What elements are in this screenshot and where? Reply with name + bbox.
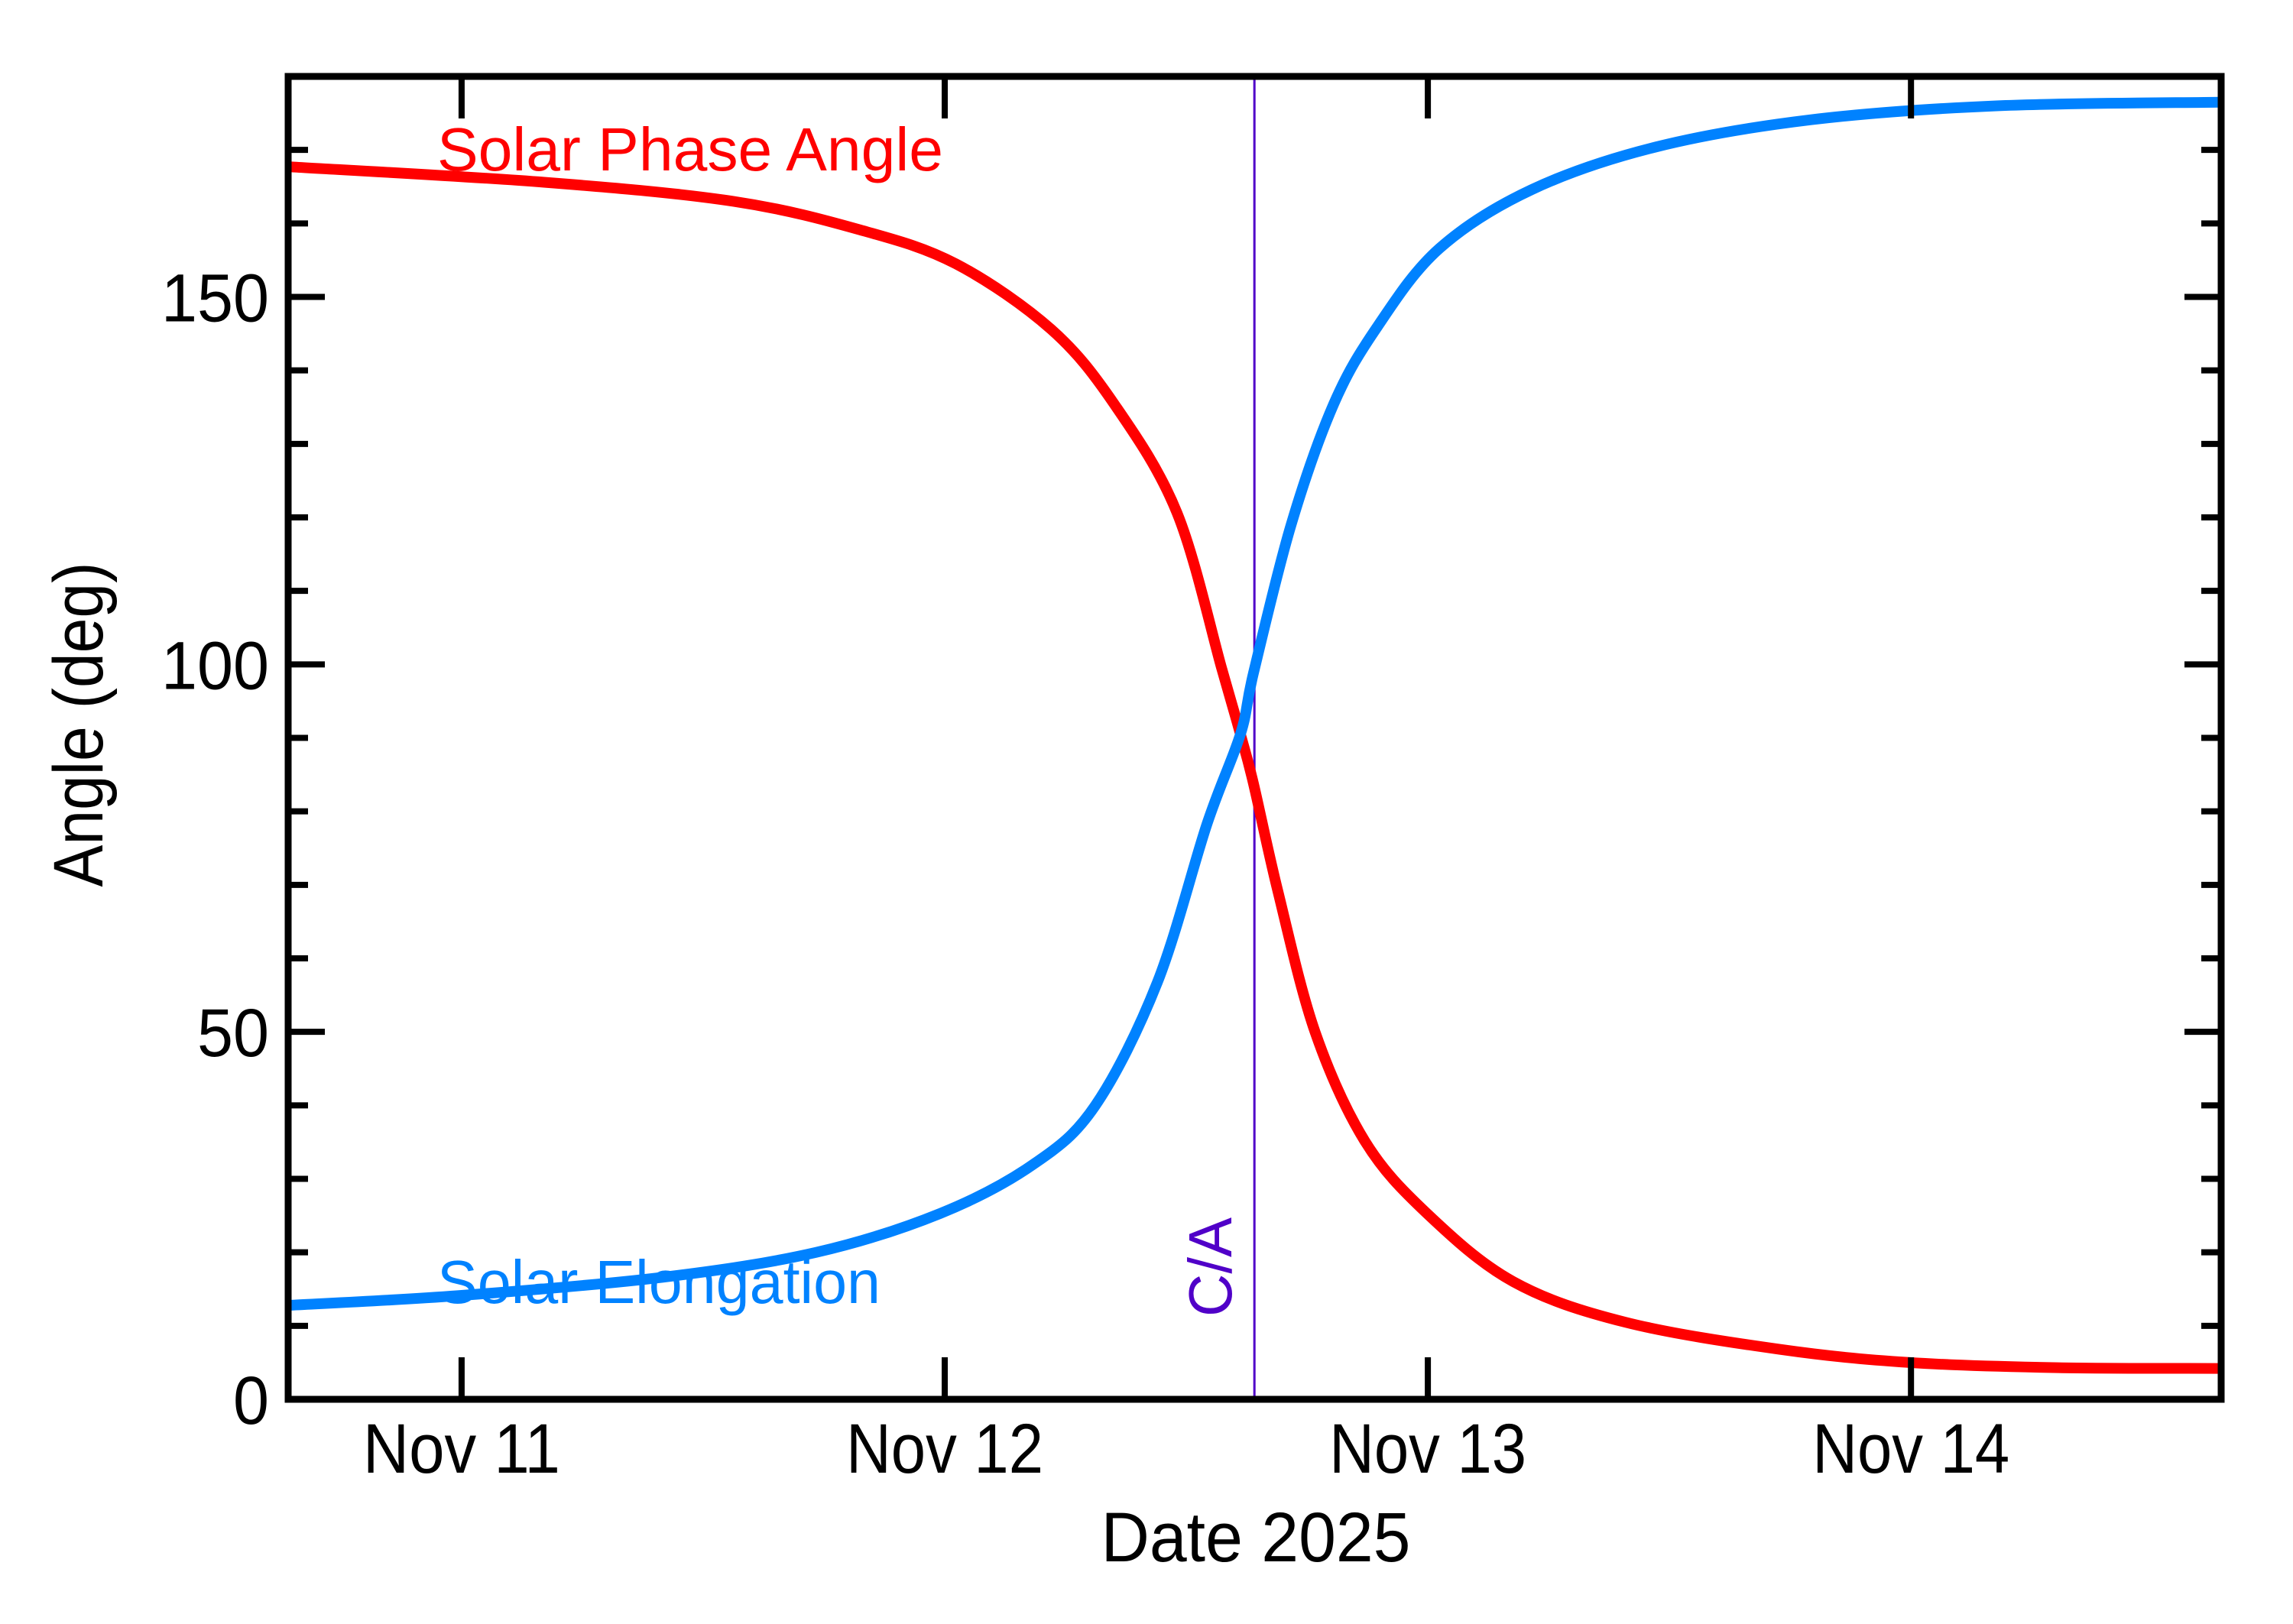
x-tick-label: Nov 12 — [846, 1410, 1043, 1488]
closest-approach-label: C/A — [1176, 1217, 1244, 1317]
x-axis-title: Date 2025 — [1101, 1499, 1411, 1577]
x-tick-label: Nov 14 — [1812, 1410, 2009, 1488]
plot-area — [290, 76, 2220, 1399]
solar-elongation-line — [290, 96, 2220, 1311]
plot-frame — [284, 73, 2225, 1403]
y-tick-label: 50 — [197, 994, 269, 1071]
legend-solar-elongation: Solar Elongation — [437, 1248, 881, 1316]
y-tick-label: 0 — [233, 1362, 269, 1438]
solar-phase-angle-line — [290, 161, 2220, 1374]
y-axis-title: Angle (deg) — [40, 562, 118, 887]
x-tick-label: Nov 11 — [363, 1410, 560, 1488]
x-tick-label: Nov 13 — [1329, 1410, 1526, 1488]
x-tick-labels: Nov 11 Nov 12 Nov 13 Nov 14 — [363, 1410, 2009, 1488]
y-tick-label: 100 — [161, 627, 269, 703]
y-tick-label: 150 — [161, 260, 269, 336]
legend-solar-phase-angle: Solar Phase Angle — [437, 115, 943, 183]
y-tick-labels: 0 50 100 150 — [161, 260, 269, 1439]
